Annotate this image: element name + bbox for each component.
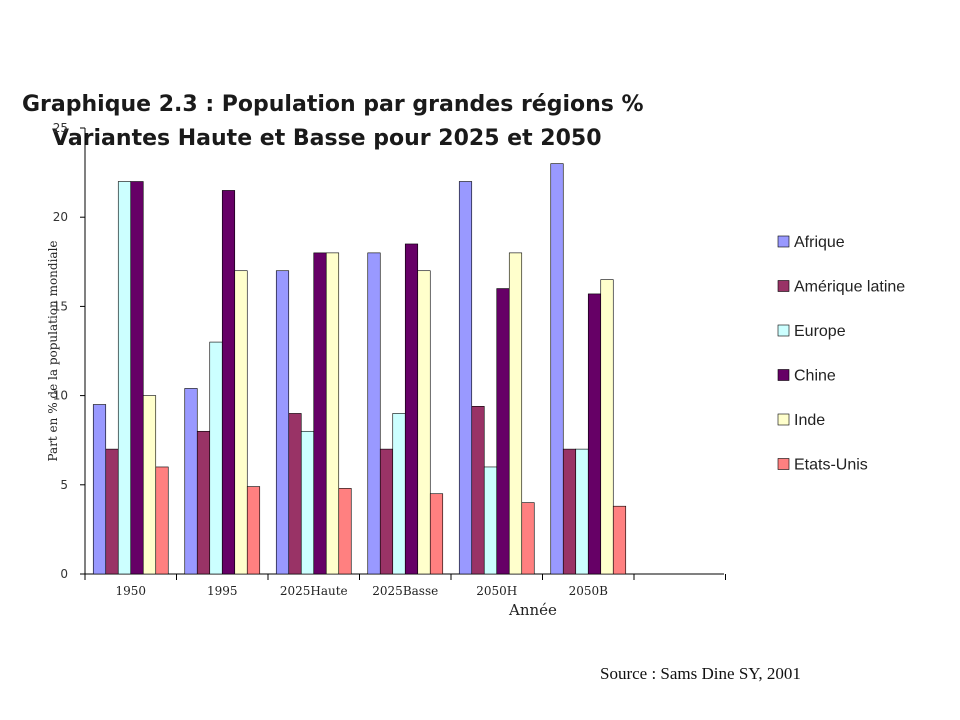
bar-etats-unis-2025basse [429,493,444,575]
legend-swatch-etats-unis [777,458,790,470]
bar-etats-unis-2025haute [338,488,352,575]
bar-europe-1995 [209,341,223,575]
legend-swatch-chine [777,369,790,381]
y-tick-label: 15 [53,299,68,313]
bar-afrique-2025basse [367,252,381,575]
x-tick-label: 2025Haute [280,584,348,598]
chart-title: Graphique 2.3 : Population par grandes r… [22,88,644,156]
source-note: Source : Sams Dine SY, 2001 [600,664,801,683]
legend-label-etats-unis: Etats-Unis [794,457,868,474]
bar-etats-unis-2050b [612,505,627,575]
legend-swatch-inde [777,413,790,426]
legend-swatch-afrique [777,235,790,248]
x-tick-label: 2050H [476,584,517,598]
bar-chine-2050b [587,293,602,575]
bar-chine-2025haute [313,252,327,575]
y-tick-label: 25 [53,121,68,135]
legend-swatch-am-rique-latine [777,280,790,292]
bar-etats-unis-1950 [155,466,169,575]
bar-afrique-2050b [550,163,564,575]
y-axis-label: Part en % de la population mondiale [46,240,60,461]
legend-label-europe: Europe [794,323,846,340]
bar-chine-2025basse [404,243,419,575]
legend-label-inde: Inde [794,412,825,429]
legend-label-afrique: Afrique [794,234,845,251]
y-tick-label: 20 [53,210,68,224]
bar-europe-1950 [117,181,132,575]
bar-etats-unis-1995 [246,486,261,575]
bar-etats-unis-2050h [521,502,535,575]
bar-chine-2050h [496,288,510,575]
bar-europe-2025haute [300,430,315,575]
bar-europe-2050b [575,448,589,575]
bar-inde-2025basse [417,270,431,575]
bar-am-rique-latine-2050b [562,448,577,575]
chart-legend: Afrique Amérique latine Europe Chine Inde Eta… [777,234,905,474]
bar-inde-2050h [508,252,523,575]
bar-chine-1950 [130,181,144,575]
bar-afrique-2025haute [275,270,290,575]
bar-inde-1950 [142,395,157,575]
x-tick-label: 2025Basse [372,584,438,598]
legend-label-am-rique-latine: Amérique latine [794,279,905,296]
x-tick-label: 1995 [207,584,238,598]
bar-afrique-1950 [92,404,107,575]
chart-title-line-1: Graphique 2.3 : Population par grandes r… [22,92,644,117]
x-axis-label: Année [508,601,557,619]
bar-chine-1995 [221,190,236,575]
chart-title-line-2: Variantes Haute et Basse pour 2025 et 20… [52,126,602,151]
bar-europe-2025basse [392,413,406,575]
plot-area: 0 5 10 15 20 25 Part en % de la population mon… [46,121,726,619]
bar-afrique-1995 [184,388,198,575]
bar-am-rique-latine-2050h [471,406,485,575]
bar-afrique-2050h [458,181,473,575]
y-tick-label: 10 [53,389,68,403]
bar-am-rique-latine-1995 [196,430,211,575]
bar-europe-2050h [483,466,498,575]
y-tick-label: 5 [60,478,68,492]
legend-label-chine: Chine [794,368,836,385]
bar-inde-2025haute [325,252,340,575]
y-tick-label: 0 [60,567,68,581]
bar-am-rique-latine-1950 [105,448,119,575]
x-tick-label: 2050B [569,584,609,598]
legend-swatch-europe [777,324,790,337]
bar-am-rique-latine-2025haute [288,413,302,575]
bar-am-rique-latine-2025basse [379,448,394,575]
bar-inde-1995 [234,270,248,575]
bar-inde-2050b [600,279,614,575]
x-tick-label: 1950 [115,584,146,598]
